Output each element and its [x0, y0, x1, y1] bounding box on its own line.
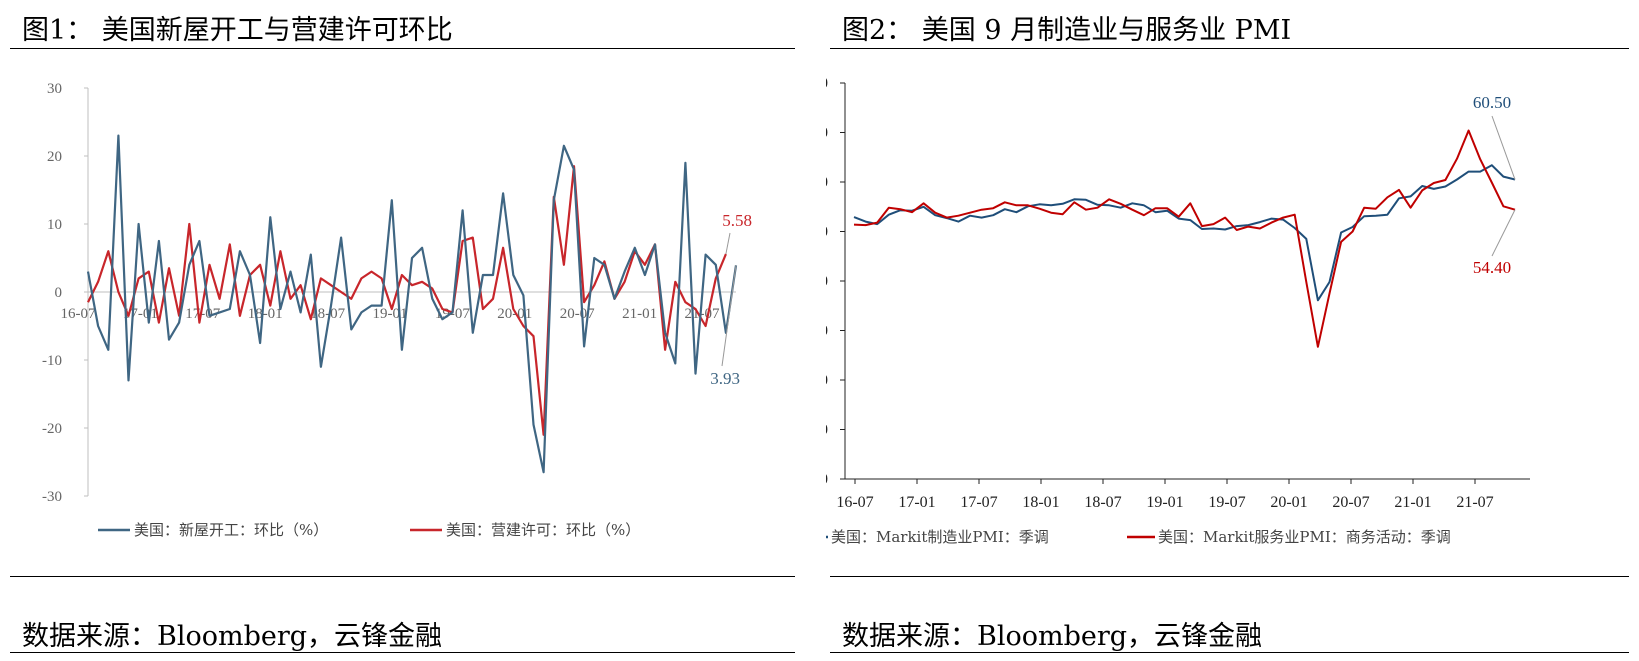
x-tick-label: 17-07 — [185, 306, 220, 322]
x-tick-label: 16-07 — [836, 494, 873, 511]
series-line-manufacturing-pmi — [853, 164, 1516, 302]
legend-label-manufacturing: 美国：Markit制造业PMI：季调 — [831, 528, 1049, 546]
y-tick-label: 10 — [47, 217, 62, 233]
x-tick-label: 21-07 — [1456, 494, 1493, 511]
left-source-note: 数据来源：Bloomberg，云锋金融 — [22, 621, 443, 652]
x-tick-label: 19-01 — [1146, 494, 1183, 511]
x-tick-label: 18-01 — [1022, 494, 1059, 511]
right-chart-title: 图2： 美国 9 月制造业与服务业 PMI — [842, 15, 1292, 46]
title-divider — [830, 48, 1629, 49]
source-divider — [830, 576, 1629, 577]
y-tick-label: -30 — [42, 489, 62, 505]
x-tick-label: 17-07 — [960, 494, 997, 511]
annotation-leader — [721, 265, 737, 367]
x-tick-label: 18-01 — [248, 306, 283, 322]
y-tick-label: 40 — [826, 273, 828, 290]
manufacturing-last-value-label: 60.50 — [1473, 93, 1511, 112]
left-chart-panel: 图1： 美国新屋开工与营建许可环比 30 20 10 0 -10 -20 -30 16-07 1… — [0, 0, 805, 661]
annotation-leader — [1491, 115, 1516, 180]
right-source-note: 数据来源：Bloomberg，云锋金融 — [842, 621, 1263, 652]
y-tick-label: 30 — [826, 323, 828, 340]
services-last-value-label: 54.40 — [1473, 258, 1511, 277]
legend-label-building-permits: 美国：营建许可：环比（%） — [446, 521, 640, 539]
x-tick-label: 16-07 — [61, 306, 96, 322]
source-divider — [10, 576, 795, 577]
x-tick-label: 18-07 — [1084, 494, 1121, 511]
y-tick-label: 30 — [47, 81, 62, 97]
y-tick-label: 0 — [55, 285, 63, 301]
pmi-chart: 80 70 60 50 40 30 20 10 0 16-07 17-01 17-07 18-01 18-… — [826, 75, 1530, 546]
series-line-services-pmi — [853, 129, 1516, 348]
y-tick-label: 80 — [826, 75, 828, 92]
y-tick-label: 0 — [826, 471, 828, 488]
y-tick-label: 20 — [47, 149, 62, 165]
y-tick-label: 70 — [826, 125, 828, 142]
starts-last-value-label: 3.93 — [710, 369, 740, 388]
legend-label-services: 美国：Markit服务业PMI：商务活动：季调 — [1158, 528, 1451, 546]
permits-last-value-label: 5.58 — [722, 211, 752, 230]
y-tick-label: -20 — [42, 421, 62, 437]
annotation-leader — [1491, 209, 1516, 257]
left-chart-title: 图1： 美国新屋开工与营建许可环比 — [22, 15, 453, 46]
y-tick-label: 50 — [826, 224, 828, 241]
x-tick-label: 19-07 — [1208, 494, 1245, 511]
y-tick-label: 20 — [826, 372, 828, 389]
right-chart-panel: 图2： 美国 9 月制造业与服务业 PMI 807060504030201001… — [820, 0, 1639, 661]
y-tick-label: 10 — [826, 422, 828, 439]
x-tick-label: 20-07 — [560, 306, 595, 322]
x-tick-label: 19-01 — [373, 306, 408, 322]
series-line-housing-starts — [86, 134, 738, 474]
x-tick-label: 18-07 — [310, 306, 345, 322]
x-tick-label: 20-01 — [1270, 494, 1307, 511]
y-tick-label: -10 — [42, 353, 62, 369]
title-divider — [10, 48, 795, 49]
y-tick-label: 60 — [826, 174, 828, 191]
bottom-divider — [830, 652, 1629, 653]
x-tick-label: 21-01 — [622, 306, 657, 322]
x-tick-label: 20-07 — [1332, 494, 1369, 511]
series-line-building-permits — [87, 165, 727, 436]
annotation-leader — [725, 232, 731, 255]
legend-label-housing-starts: 美国：新屋开工：环比（%） — [134, 521, 328, 539]
x-tick-label: 21-01 — [1394, 494, 1431, 511]
bottom-divider — [10, 652, 795, 653]
x-tick-label: 17-01 — [898, 494, 935, 511]
x-tick-label: 20-01 — [497, 306, 532, 322]
